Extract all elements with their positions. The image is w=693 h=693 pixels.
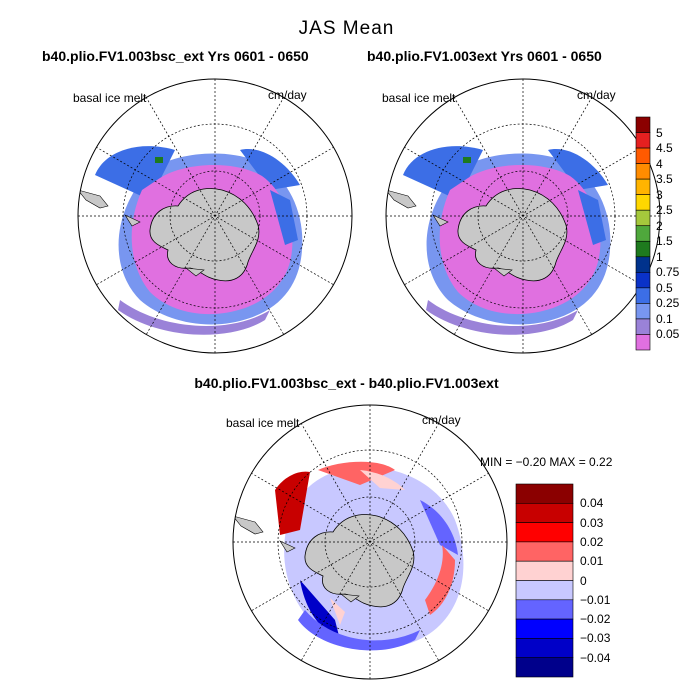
difference-map — [233, 405, 507, 679]
absolute-colorbar-swatch — [635, 147, 651, 164]
main-title: JAS Mean — [298, 18, 395, 39]
absolute-colorbar-label: 3.5 — [656, 172, 673, 187]
absolute-colorbar-swatch — [635, 256, 651, 273]
absolute-colorbar-swatch — [635, 240, 651, 258]
absolute-colorbar-label: 0.5 — [656, 280, 673, 295]
absolute-colorbar — [635, 116, 651, 351]
absolute-colorbar-swatch — [635, 303, 651, 320]
left-panel-variable: basal ice melt — [73, 91, 147, 105]
difference-colorbar-label: 0.02 — [580, 534, 604, 549]
difference-panel-title: b40.plio.FV1.003bsc_ext - b40.plio.FV1.0… — [194, 375, 499, 391]
difference-colorbar-swatch — [515, 522, 574, 543]
difference-panel-variable: basal ice melt — [226, 416, 300, 430]
absolute-colorbar-swatch — [635, 194, 651, 211]
difference-colorbar-swatch — [515, 541, 574, 562]
difference-colorbar — [515, 483, 574, 678]
absolute-colorbar-swatch — [635, 209, 651, 227]
difference-colorbar-swatch — [515, 618, 574, 639]
right-map — [386, 79, 660, 353]
absolute-colorbar-swatch — [635, 272, 651, 289]
difference-colorbar-swatch — [515, 638, 574, 659]
absolute-colorbar-label: 2 — [656, 218, 663, 233]
difference-colorbar-swatch — [515, 560, 574, 581]
absolute-colorbar-label: 5 — [656, 125, 663, 140]
difference-minmax: MIN = −0.20 MAX = 0.22 — [480, 455, 613, 469]
difference-colorbar-label: −0.04 — [580, 650, 611, 665]
difference-colorbar-label: 0 — [580, 573, 587, 588]
difference-colorbar-label: −0.01 — [580, 592, 611, 607]
absolute-colorbar-label: 0.75 — [656, 265, 680, 280]
absolute-colorbar-label: 1.5 — [656, 234, 673, 249]
difference-colorbar-swatch — [515, 580, 574, 601]
left-map — [78, 79, 352, 353]
absolute-colorbar-label: 0.25 — [656, 296, 680, 311]
absolute-colorbar-swatch — [635, 163, 651, 180]
right-panel-units: cm/day — [577, 88, 616, 102]
absolute-colorbar-swatch — [635, 225, 651, 242]
absolute-colorbar-swatch — [635, 287, 651, 304]
absolute-colorbar-label: 4 — [656, 156, 663, 171]
difference-colorbar-swatch — [515, 657, 574, 678]
right-panel-title: b40.plio.FV1.003ext Yrs 0601 - 0650 — [367, 48, 602, 64]
absolute-colorbar-swatch — [635, 334, 651, 351]
absolute-colorbar-swatch — [635, 178, 651, 195]
difference-panel-units: cm/day — [422, 413, 461, 427]
difference-colorbar-label: 0.04 — [580, 496, 604, 511]
difference-colorbar-swatch — [515, 483, 574, 504]
absolute-colorbar-label: 0.1 — [656, 311, 673, 326]
difference-colorbar-label: 0.03 — [580, 515, 604, 530]
left-panel-units: cm/day — [268, 88, 307, 102]
difference-colorbar-swatch — [515, 599, 574, 620]
left-panel-title: b40.plio.FV1.003bsc_ext Yrs 0601 - 0650 — [42, 48, 309, 64]
absolute-colorbar-swatch — [635, 132, 651, 149]
difference-colorbar-swatch — [515, 502, 574, 523]
absolute-colorbar-label: 0.05 — [656, 327, 680, 342]
absolute-colorbar-swatch — [635, 116, 651, 133]
absolute-colorbar-label: 4.5 — [656, 141, 673, 156]
difference-colorbar-label: 0.01 — [580, 554, 604, 569]
difference-colorbar-label: −0.03 — [580, 631, 611, 646]
right-panel-variable: basal ice melt — [382, 91, 456, 105]
difference-colorbar-label: −0.02 — [580, 612, 611, 627]
absolute-colorbar-label: 1 — [656, 249, 663, 264]
absolute-colorbar-swatch — [635, 318, 651, 335]
absolute-colorbar-label: 3 — [656, 187, 663, 202]
absolute-colorbar-label: 2.5 — [656, 203, 673, 218]
